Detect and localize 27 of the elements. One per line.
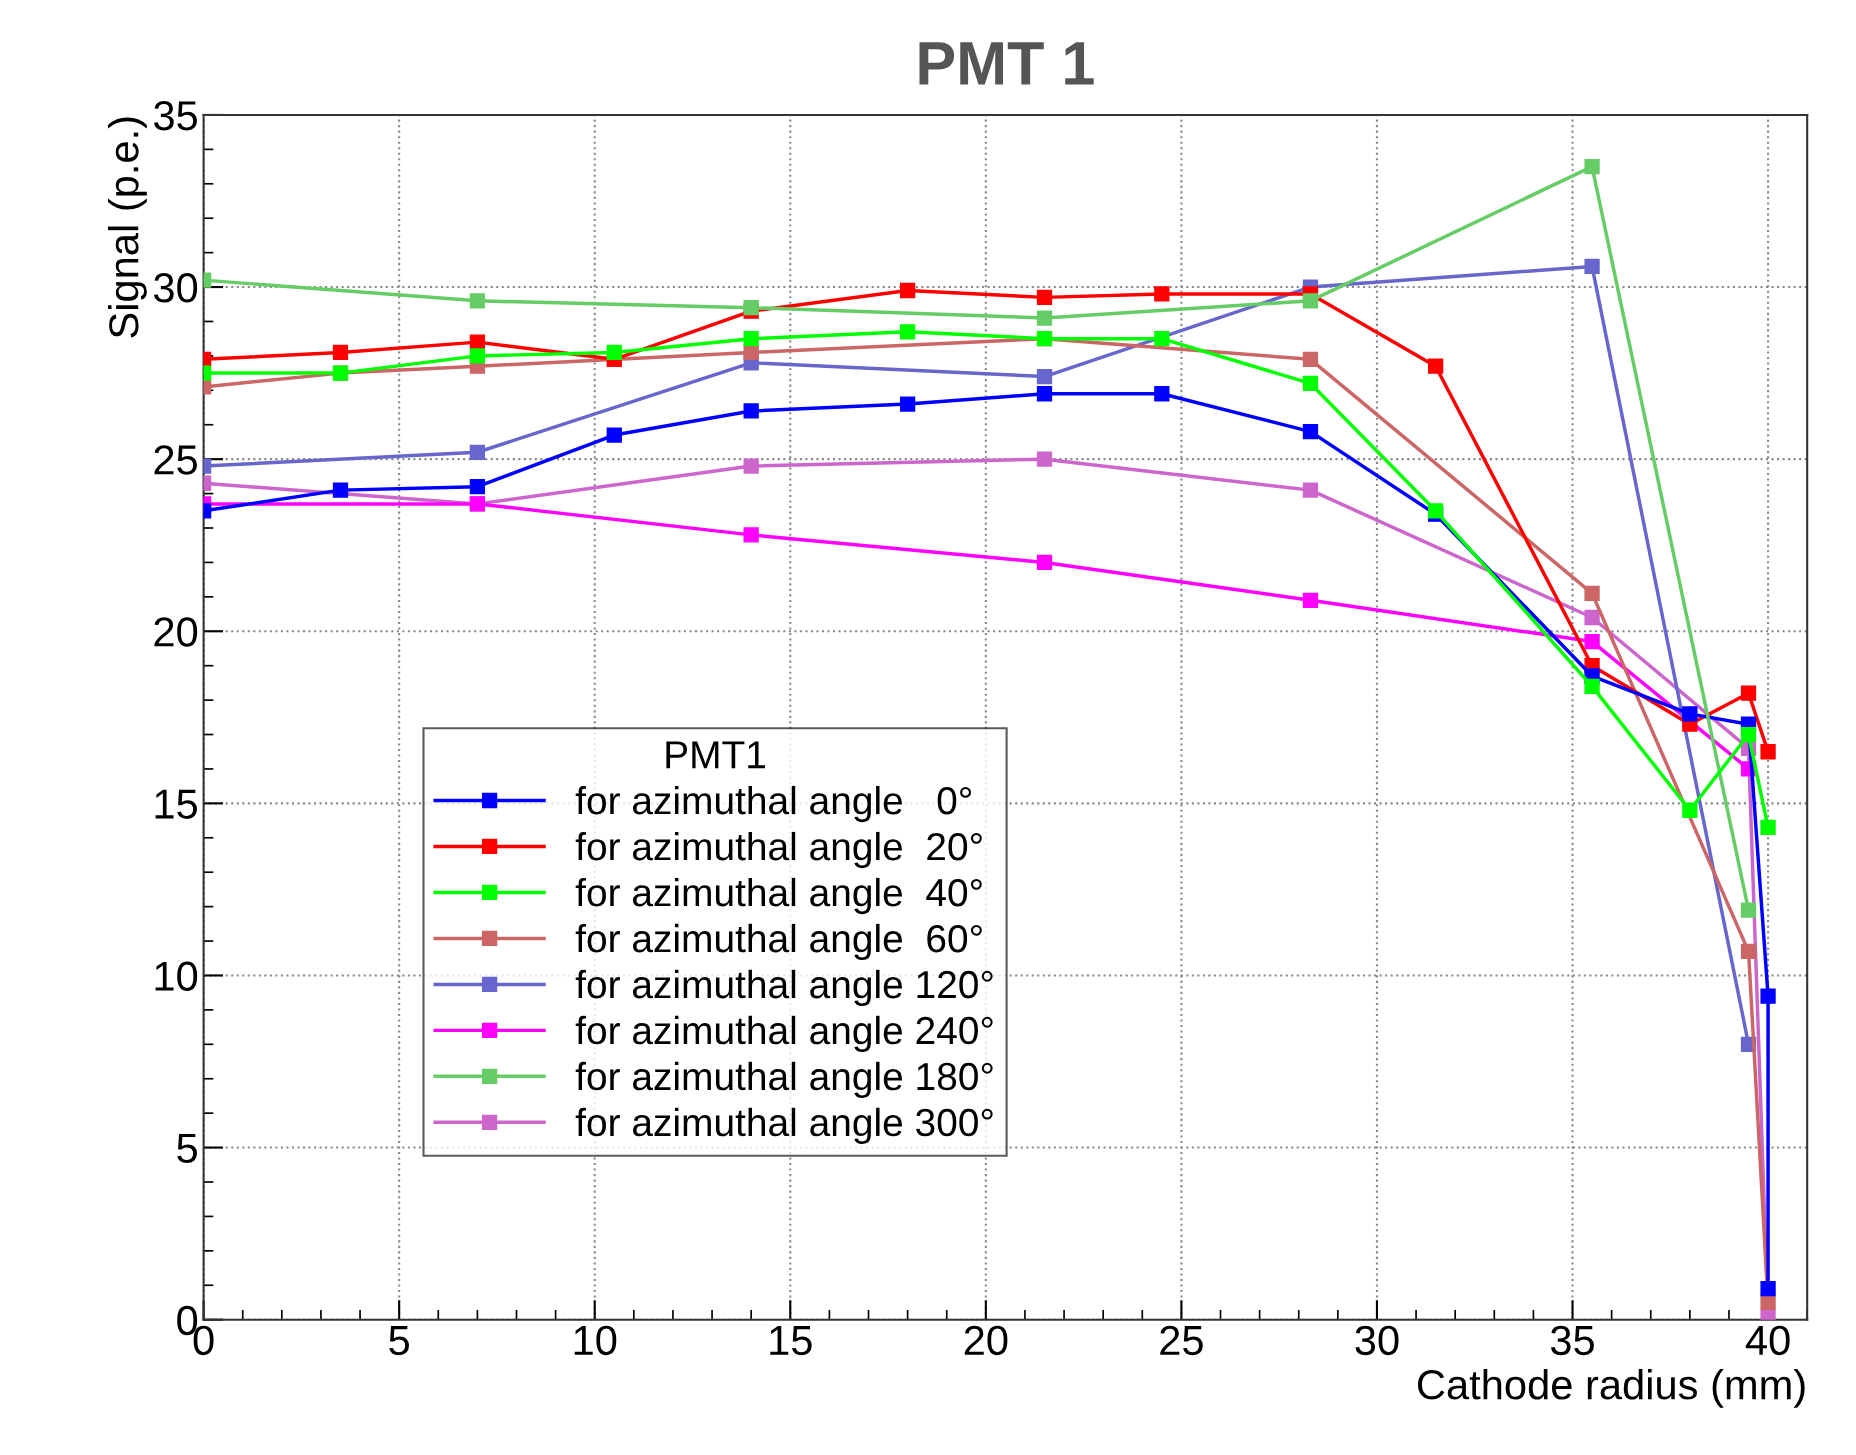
x-tick-label: 10 [574,1325,617,1356]
x-axis-title: Cathode radius (mm) [1417,1368,1805,1408]
chart-title: PMT 1 [919,42,1094,85]
y-axis-title: Signal (p.e.) [108,117,147,338]
legend-label: for azimuthal angle 40° [575,877,982,915]
y-tick-label: 5 [177,1134,197,1164]
legend-label: for azimuthal angle 0° [575,785,971,823]
x-tick-label: 35 [1550,1325,1594,1356]
x-tick-label: 15 [770,1326,812,1356]
legend-title: PMT1 [666,741,766,769]
y-tick-label: 25 [154,445,197,475]
legend-label: for azimuthal angle 240° [575,1015,993,1053]
y-tick-label: 35 [153,100,197,131]
y-tick-label: 20 [154,617,198,647]
legend-label: for azimuthal angle 300° [575,1107,993,1145]
x-tick-label: 25 [1160,1325,1203,1356]
legend-label: for azimuthal angle 20° [575,831,982,869]
x-tick-label: 20 [964,1325,1008,1356]
x-tick-label: 5 [389,1326,409,1356]
legend-label: for azimuthal angle 180° [575,1061,993,1099]
y-tick-label: 10 [155,961,198,991]
y-tick-label: 30 [153,273,198,303]
legend-label: for azimuthal angle 60° [575,923,982,961]
legend-label: for azimuthal angle 120° [575,969,993,1007]
x-tick-label: 40 [1745,1325,1790,1356]
y-tick-label: 15 [155,789,197,819]
x-tick-label: 30 [1355,1325,1399,1356]
